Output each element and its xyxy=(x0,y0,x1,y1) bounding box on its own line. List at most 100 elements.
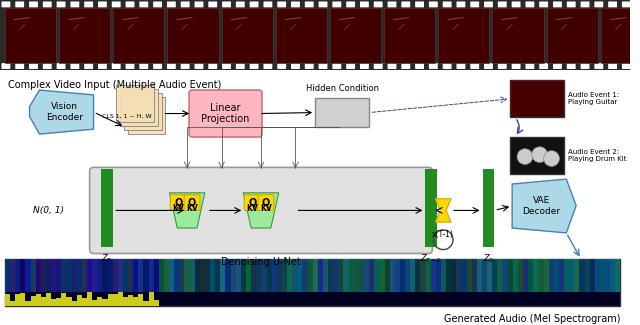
FancyBboxPatch shape xyxy=(574,259,579,292)
FancyBboxPatch shape xyxy=(72,301,77,306)
FancyBboxPatch shape xyxy=(508,259,513,292)
FancyBboxPatch shape xyxy=(328,259,333,292)
FancyBboxPatch shape xyxy=(584,259,589,292)
FancyBboxPatch shape xyxy=(569,259,574,292)
FancyBboxPatch shape xyxy=(10,259,15,292)
FancyBboxPatch shape xyxy=(374,63,383,69)
FancyBboxPatch shape xyxy=(90,167,433,254)
FancyBboxPatch shape xyxy=(51,259,56,292)
FancyBboxPatch shape xyxy=(29,2,38,7)
FancyBboxPatch shape xyxy=(605,259,610,292)
Text: Q: Q xyxy=(262,198,270,208)
FancyBboxPatch shape xyxy=(332,2,341,7)
FancyBboxPatch shape xyxy=(0,0,630,71)
FancyBboxPatch shape xyxy=(180,63,189,69)
FancyBboxPatch shape xyxy=(174,259,179,292)
FancyBboxPatch shape xyxy=(395,259,400,292)
FancyBboxPatch shape xyxy=(5,259,620,306)
Polygon shape xyxy=(243,193,279,228)
FancyBboxPatch shape xyxy=(195,2,204,7)
FancyBboxPatch shape xyxy=(159,259,164,292)
FancyBboxPatch shape xyxy=(276,8,327,63)
FancyBboxPatch shape xyxy=(431,259,436,292)
FancyBboxPatch shape xyxy=(364,259,369,292)
FancyBboxPatch shape xyxy=(205,259,210,292)
FancyBboxPatch shape xyxy=(318,259,323,292)
FancyBboxPatch shape xyxy=(384,8,435,63)
Polygon shape xyxy=(29,90,93,134)
FancyBboxPatch shape xyxy=(518,259,523,292)
FancyBboxPatch shape xyxy=(487,259,492,292)
FancyBboxPatch shape xyxy=(167,63,176,69)
FancyBboxPatch shape xyxy=(385,259,390,292)
Text: VAE
Decoder: VAE Decoder xyxy=(523,196,561,216)
FancyBboxPatch shape xyxy=(456,259,461,292)
FancyBboxPatch shape xyxy=(511,63,520,69)
FancyBboxPatch shape xyxy=(388,63,396,69)
FancyBboxPatch shape xyxy=(538,259,543,292)
Text: KV: KV xyxy=(260,204,272,213)
FancyBboxPatch shape xyxy=(470,63,479,69)
FancyBboxPatch shape xyxy=(46,259,51,292)
FancyBboxPatch shape xyxy=(354,259,359,292)
Text: Audio Event 2:
Playing Drum Kit: Audio Event 2: Playing Drum Kit xyxy=(568,149,627,162)
FancyBboxPatch shape xyxy=(323,259,328,292)
FancyBboxPatch shape xyxy=(169,259,174,292)
FancyBboxPatch shape xyxy=(319,63,328,69)
FancyBboxPatch shape xyxy=(56,63,65,69)
Text: Q: Q xyxy=(188,198,196,208)
FancyBboxPatch shape xyxy=(84,63,93,69)
FancyBboxPatch shape xyxy=(250,63,259,69)
FancyBboxPatch shape xyxy=(140,63,148,69)
FancyBboxPatch shape xyxy=(220,259,225,292)
FancyBboxPatch shape xyxy=(143,301,148,306)
FancyBboxPatch shape xyxy=(133,297,138,306)
FancyBboxPatch shape xyxy=(29,63,38,69)
FancyBboxPatch shape xyxy=(276,259,282,292)
FancyBboxPatch shape xyxy=(510,137,564,174)
FancyBboxPatch shape xyxy=(429,2,438,7)
FancyBboxPatch shape xyxy=(484,63,493,69)
FancyBboxPatch shape xyxy=(601,8,640,63)
FancyBboxPatch shape xyxy=(10,301,15,306)
FancyBboxPatch shape xyxy=(15,2,24,7)
FancyBboxPatch shape xyxy=(236,259,241,292)
FancyBboxPatch shape xyxy=(98,63,107,69)
Text: Generated Audio (Mel Spectrogram): Generated Audio (Mel Spectrogram) xyxy=(444,314,620,324)
FancyBboxPatch shape xyxy=(154,300,159,306)
FancyBboxPatch shape xyxy=(125,2,134,7)
FancyBboxPatch shape xyxy=(84,2,93,7)
FancyBboxPatch shape xyxy=(67,259,72,292)
FancyBboxPatch shape xyxy=(208,63,217,69)
FancyBboxPatch shape xyxy=(264,63,273,69)
FancyBboxPatch shape xyxy=(46,293,51,306)
FancyBboxPatch shape xyxy=(164,259,169,292)
FancyBboxPatch shape xyxy=(315,98,369,127)
FancyBboxPatch shape xyxy=(92,259,97,292)
FancyBboxPatch shape xyxy=(580,2,589,7)
FancyBboxPatch shape xyxy=(20,292,26,306)
FancyBboxPatch shape xyxy=(595,63,604,69)
FancyBboxPatch shape xyxy=(138,294,143,306)
FancyBboxPatch shape xyxy=(208,2,217,7)
FancyBboxPatch shape xyxy=(595,2,604,7)
FancyBboxPatch shape xyxy=(5,294,10,306)
Text: x(T-1): x(T-1) xyxy=(432,230,454,239)
FancyBboxPatch shape xyxy=(483,169,495,247)
FancyBboxPatch shape xyxy=(359,259,364,292)
FancyBboxPatch shape xyxy=(438,8,490,63)
FancyBboxPatch shape xyxy=(72,259,77,292)
FancyBboxPatch shape xyxy=(112,2,121,7)
FancyBboxPatch shape xyxy=(384,8,435,63)
FancyBboxPatch shape xyxy=(510,80,564,117)
FancyBboxPatch shape xyxy=(429,63,438,69)
FancyBboxPatch shape xyxy=(510,80,564,117)
FancyBboxPatch shape xyxy=(282,259,287,292)
FancyBboxPatch shape xyxy=(108,259,113,292)
FancyBboxPatch shape xyxy=(113,294,118,306)
FancyBboxPatch shape xyxy=(484,2,493,7)
FancyBboxPatch shape xyxy=(133,259,138,292)
FancyBboxPatch shape xyxy=(528,259,533,292)
FancyBboxPatch shape xyxy=(277,63,286,69)
FancyBboxPatch shape xyxy=(128,259,133,292)
